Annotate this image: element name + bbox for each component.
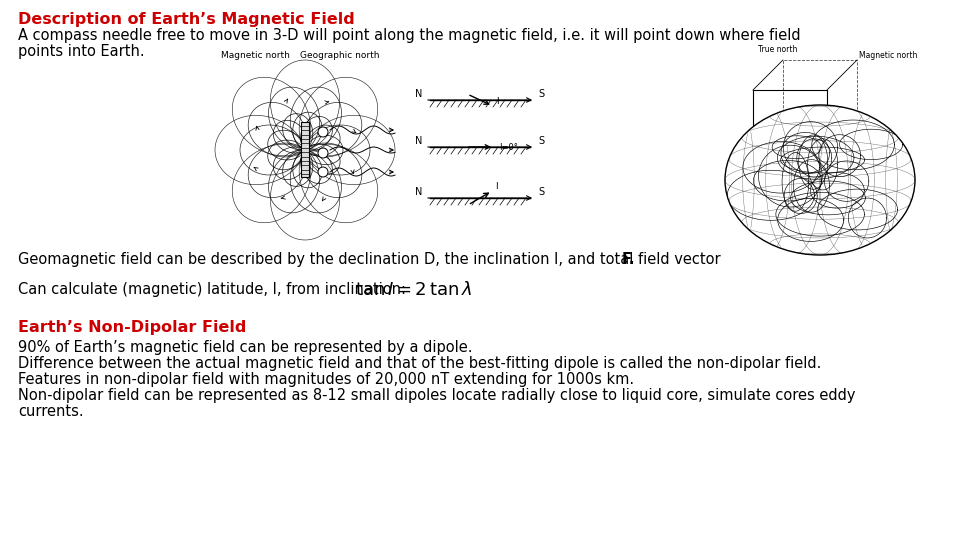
Text: points into Earth.: points into Earth. [18,44,145,59]
Text: Geomagnetic field can be described by the declination D, the inclination I, and : Geomagnetic field can be described by th… [18,252,725,267]
Circle shape [318,167,328,177]
Bar [301,122,309,177]
Text: Earth’s Non-Dipolar Field: Earth’s Non-Dipolar Field [18,320,247,335]
Ellipse shape [725,105,915,255]
Text: Geographic north: Geographic north [300,51,380,60]
Text: S: S [538,89,544,99]
Text: Description of Earth’s Magnetic Field: Description of Earth’s Magnetic Field [18,12,355,27]
Text: N: N [415,89,422,99]
Text: Non-dipolar field can be represented as 8-12 small dipoles locate radially close: Non-dipolar field can be represented as … [18,388,855,403]
Text: N: N [415,187,422,197]
Text: Magnetic north: Magnetic north [859,51,918,60]
Text: Magnetic north: Magnetic north [221,51,289,60]
Text: S: S [538,187,544,197]
Text: I: I [495,182,497,191]
Text: I=0°: I=0° [499,143,517,152]
Text: I: I [495,97,498,106]
Text: Difference between the actual magnetic field and that of the best-fitting dipole: Difference between the actual magnetic f… [18,356,822,371]
Text: $\tan I = 2\,\tan\lambda$: $\tan I = 2\,\tan\lambda$ [355,281,472,299]
Text: True north: True north [758,45,798,54]
Text: currents.: currents. [18,404,84,419]
Text: 90% of Earth’s magnetic field can be represented by a dipole.: 90% of Earth’s magnetic field can be rep… [18,340,472,355]
Circle shape [318,127,328,137]
Text: A compass needle free to move in 3-D will point along the magnetic field, i.e. i: A compass needle free to move in 3-D wil… [18,28,801,43]
Text: S: S [538,136,544,146]
Text: F.: F. [622,252,636,267]
Circle shape [318,148,328,158]
Text: East: East [815,135,830,141]
Text: Can calculate (magnetic) latitude, I, from inclination:: Can calculate (magnetic) latitude, I, fr… [18,282,406,297]
Text: N: N [415,136,422,146]
Text: Features in non-dipolar field with magnitudes of 20,000 nT extending for 1000s k: Features in non-dipolar field with magni… [18,372,635,387]
